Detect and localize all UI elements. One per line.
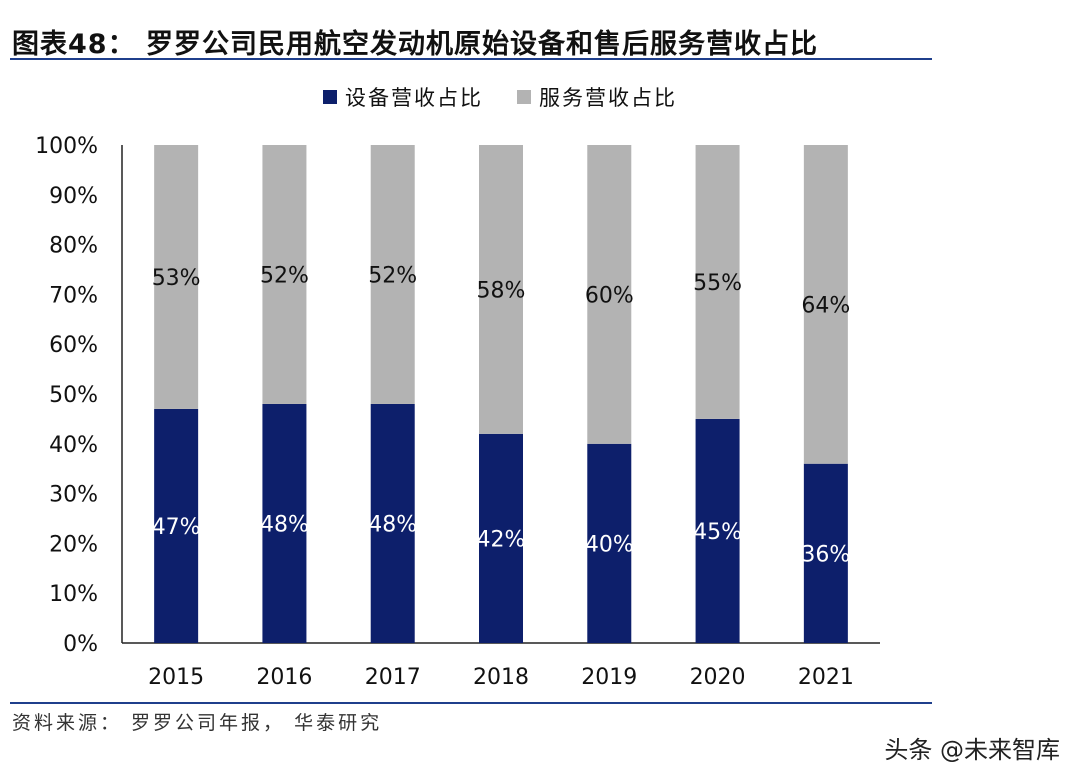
bar-service [479, 145, 523, 434]
bar-equipment [154, 408, 199, 643]
data-label-service: 52% [260, 263, 309, 288]
x-tick-label: 2021 [798, 665, 854, 690]
x-tick-label: 2017 [365, 665, 421, 690]
data-label-service: 58% [477, 278, 526, 303]
chart-title: 图表48： 罗罗公司民用航空发动机原始设备和售后服务营收占比 [12, 29, 818, 60]
watermark: 头条 @未来智库 [884, 736, 1060, 764]
data-label-equipment: 47% [152, 515, 201, 540]
x-tick-label: 2018 [473, 665, 529, 690]
data-label-equipment: 42% [477, 527, 526, 552]
y-tick-label: 20% [49, 532, 98, 557]
y-tick-label: 60% [49, 333, 98, 358]
data-label-service: 64% [801, 293, 850, 318]
x-tick-label: 2019 [581, 665, 637, 690]
y-tick-label: 0% [63, 632, 98, 657]
y-tick-label: 50% [49, 383, 98, 408]
legend-label-equipment: 设备营收占比 [345, 86, 483, 110]
bar-service [154, 145, 199, 409]
data-label-equipment: 48% [260, 512, 309, 537]
y-tick-label: 70% [49, 283, 98, 308]
data-label-service: 60% [585, 283, 634, 308]
x-tick-label: 2016 [256, 665, 312, 690]
bar-service [803, 145, 848, 464]
data-label-equipment: 36% [801, 542, 850, 567]
stacked-bar-chart: 0% 10% 20% 30% 40% 50% 60% 70% 80% 90% 100% 47% 53% 2… [35, 134, 880, 690]
bar-equipment [262, 403, 307, 643]
y-tick-label: 30% [49, 483, 98, 508]
bar-service [370, 145, 415, 404]
y-tick-label: 100% [35, 134, 98, 159]
legend: 设备营收占比 服务营收占比 [0, 82, 1000, 112]
legend-swatch-equipment [323, 90, 337, 104]
bar-service [262, 145, 307, 404]
data-label-equipment: 48% [368, 512, 417, 537]
y-tick-label: 80% [49, 234, 98, 259]
y-tick-label: 40% [49, 433, 98, 458]
bar-equipment [803, 463, 848, 643]
bar-equipment [695, 418, 740, 643]
bar-service [695, 145, 740, 419]
source-rule [10, 702, 932, 704]
data-label-equipment: 40% [585, 532, 634, 557]
y-tick-label: 10% [49, 582, 98, 607]
data-label-service: 52% [368, 263, 417, 288]
legend-label-service: 服务营收占比 [539, 86, 677, 110]
source-note: 资料来源： 罗罗公司年报， 华泰研究 [12, 712, 383, 734]
y-tick-label: 90% [49, 184, 98, 209]
bar-equipment [370, 403, 415, 643]
data-label-service: 53% [152, 266, 201, 291]
title-rule [10, 58, 932, 60]
legend-item-service: 服务营收占比 [517, 82, 677, 112]
bar-equipment [479, 433, 523, 643]
x-tick-label: 2015 [148, 665, 204, 690]
legend-item-equipment: 设备营收占比 [323, 82, 483, 112]
x-tick-label: 2020 [690, 665, 746, 690]
data-label-service: 55% [693, 271, 742, 296]
legend-swatch-service [517, 90, 531, 104]
data-label-equipment: 45% [693, 520, 742, 545]
bar-equipment [587, 443, 632, 643]
bar-service [587, 145, 632, 444]
